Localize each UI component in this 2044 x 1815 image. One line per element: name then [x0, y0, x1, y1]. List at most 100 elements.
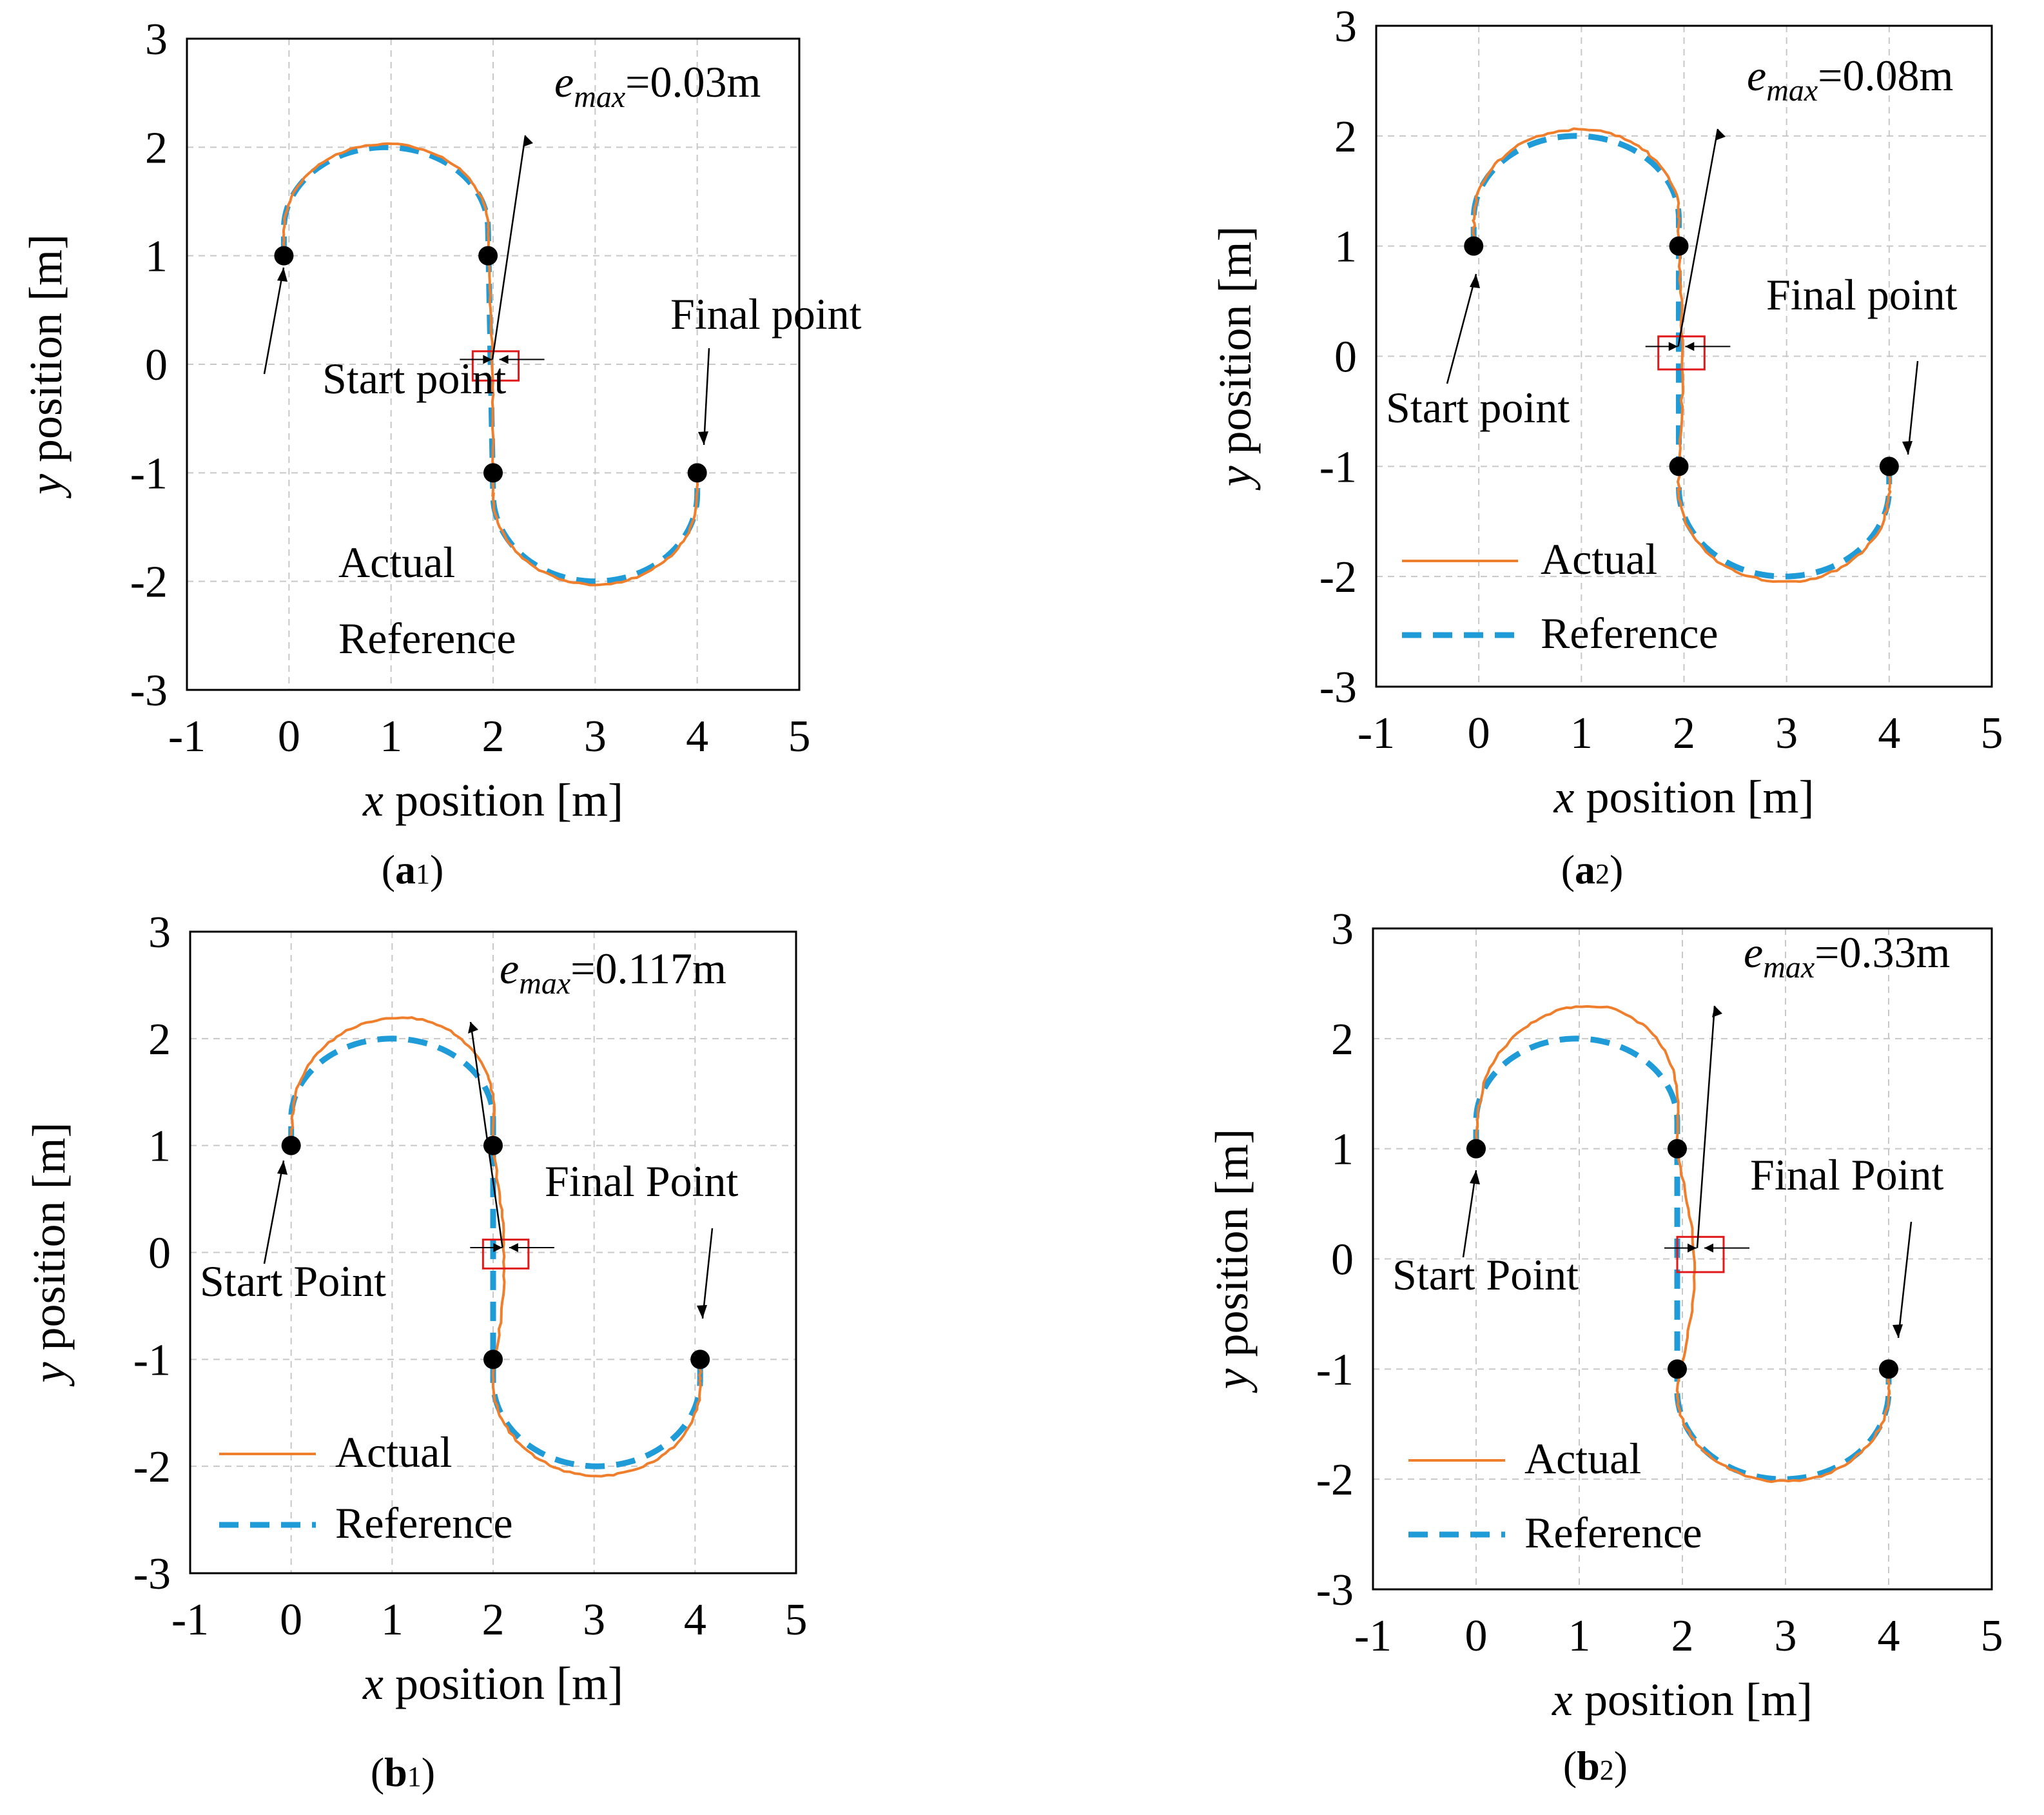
legend-actual-label: Actual: [1524, 1434, 1641, 1483]
waypoint-marker: [1879, 1359, 1898, 1379]
error-arrowhead: [509, 1242, 518, 1252]
y-tick-label: 1: [1334, 222, 1357, 272]
y-tick-label: 1: [1331, 1125, 1354, 1175]
y-tick-label: 3: [1334, 2, 1357, 52]
final-point-label: Final point: [670, 289, 862, 338]
error-arrowhead: [1688, 1243, 1697, 1253]
y-tick-label: 3: [145, 15, 168, 64]
start-point-label: Start point: [1386, 383, 1570, 432]
waypoint-marker: [483, 1349, 503, 1369]
waypoint-marker: [690, 1349, 710, 1369]
series-reference: [288, 1035, 703, 1469]
y-axis-label: y position [m]: [20, 234, 72, 499]
y-tick-label: 0: [148, 1229, 171, 1279]
panel-label: (b1): [371, 1749, 435, 1795]
final-point-arrow: [1907, 360, 1919, 455]
final-arrowhead: [698, 431, 708, 445]
final-point-arrow: [703, 348, 710, 446]
error-box: [482, 1239, 530, 1270]
legend-actual-label: Actual: [1541, 535, 1657, 584]
start-point-label: Start Point: [200, 1257, 386, 1306]
y-axis-label: y position [m]: [1209, 226, 1261, 491]
y-tick-label: -1: [1319, 442, 1357, 492]
waypoint-marker: [1669, 236, 1689, 256]
y-tick-label: -1: [1316, 1345, 1354, 1395]
y-axis-label: y position [m]: [1206, 1129, 1258, 1394]
error-arrowhead: [493, 1242, 503, 1252]
series-reference: [280, 144, 701, 585]
start-arrowhead: [1470, 274, 1480, 288]
panel-label: (a1): [382, 847, 444, 892]
final-point-label: Final Point: [1750, 1150, 1943, 1199]
waypoint-marker: [1464, 236, 1484, 256]
series-actual: [1474, 1005, 1891, 1484]
start-point-arrow: [1446, 273, 1477, 384]
x-tick-label: 1: [381, 1595, 404, 1645]
y-tick-label: -2: [1316, 1455, 1354, 1505]
emax-label: emax=0.08m: [1747, 51, 1953, 108]
panel-label: (b2): [1563, 1743, 1628, 1789]
final-point-label: Final Point: [545, 1157, 738, 1206]
x-tick-label: 3: [583, 1595, 605, 1645]
x-tick-label: 4: [684, 1595, 706, 1645]
emax-label: emax=0.03m: [554, 57, 761, 114]
start-point-arrow: [1462, 1170, 1477, 1258]
y-tick-label: -1: [130, 449, 168, 498]
x-tick-label: 5: [1981, 709, 2003, 758]
waypoint-marker: [281, 1135, 301, 1155]
y-axis-label: y position [m]: [23, 1123, 75, 1388]
start-arrowhead: [277, 268, 287, 282]
x-tick-label: -1: [1354, 1611, 1392, 1661]
y-tick-label: 0: [145, 340, 168, 390]
panel-label: (a2): [1561, 847, 1624, 892]
error-box: [1657, 335, 1706, 371]
emax-label: emax=0.117m: [500, 944, 726, 1001]
y-tick-label: 2: [148, 1015, 171, 1064]
legend-reference-label: Reference: [1541, 609, 1718, 658]
waypoint-marker: [1879, 456, 1899, 476]
plot-frame: [1375, 25, 1993, 688]
x-tick-label: -1: [168, 712, 206, 761]
x-tick-label: 3: [1775, 1611, 1797, 1661]
plot-frame: [1372, 927, 1993, 1591]
legend-reference-label: Reference: [338, 614, 516, 663]
start-point-arrow: [263, 267, 285, 375]
emax-pointer: [491, 135, 527, 360]
y-tick-label: 2: [145, 123, 168, 173]
legend-reference-label: Reference: [335, 1498, 513, 1547]
error-arrowhead: [1704, 1243, 1713, 1253]
waypoint-marker: [687, 463, 707, 483]
x-axis-label: x position [m]: [1552, 1674, 1813, 1725]
start-point-label: Start Point: [1392, 1250, 1579, 1299]
y-tick-label: 3: [1331, 905, 1354, 954]
final-arrowhead: [697, 1305, 707, 1319]
final-point-arrow: [701, 1228, 714, 1319]
start-point-arrow: [263, 1160, 285, 1264]
y-tick-label: -3: [130, 666, 168, 716]
start-arrowhead: [277, 1161, 287, 1175]
y-tick-label: 1: [145, 232, 168, 282]
x-tick-label: 0: [280, 1595, 302, 1645]
x-tick-label: 2: [482, 1595, 505, 1645]
y-tick-label: 0: [1334, 333, 1357, 382]
x-tick-label: 0: [1465, 1611, 1488, 1661]
panel-a1: -1 0 1 2 3 4 5 3 2 1 0 -1 -2 -3 x position [m] y positi…: [20, 15, 862, 892]
waypoint-marker: [1466, 1139, 1486, 1159]
final-arrowhead: [1893, 1324, 1903, 1338]
x-tick-label: 5: [788, 712, 811, 761]
y-tick-label: -1: [133, 1335, 171, 1385]
y-tick-label: -3: [1319, 663, 1357, 712]
y-tick-label: -3: [133, 1549, 171, 1599]
y-tick-label: -2: [1319, 553, 1357, 602]
final-point-label: Final point: [1766, 270, 1958, 319]
x-tick-label: 0: [1468, 709, 1490, 758]
y-tick-label: 2: [1334, 112, 1357, 162]
waypoint-marker: [478, 246, 498, 266]
legend-actual-label: Actual: [338, 538, 455, 587]
error-arrowhead: [483, 355, 492, 364]
panel-a2: -1 0 1 2 3 4 5 3 2 1 0 -1 -2 -3 x position [m] y positi…: [1209, 2, 2003, 892]
x-tick-label: 1: [380, 712, 402, 761]
x-tick-label: 4: [1878, 1611, 1900, 1661]
error-arrowhead: [1668, 342, 1678, 351]
legend-actual-label: Actual: [335, 1427, 452, 1477]
